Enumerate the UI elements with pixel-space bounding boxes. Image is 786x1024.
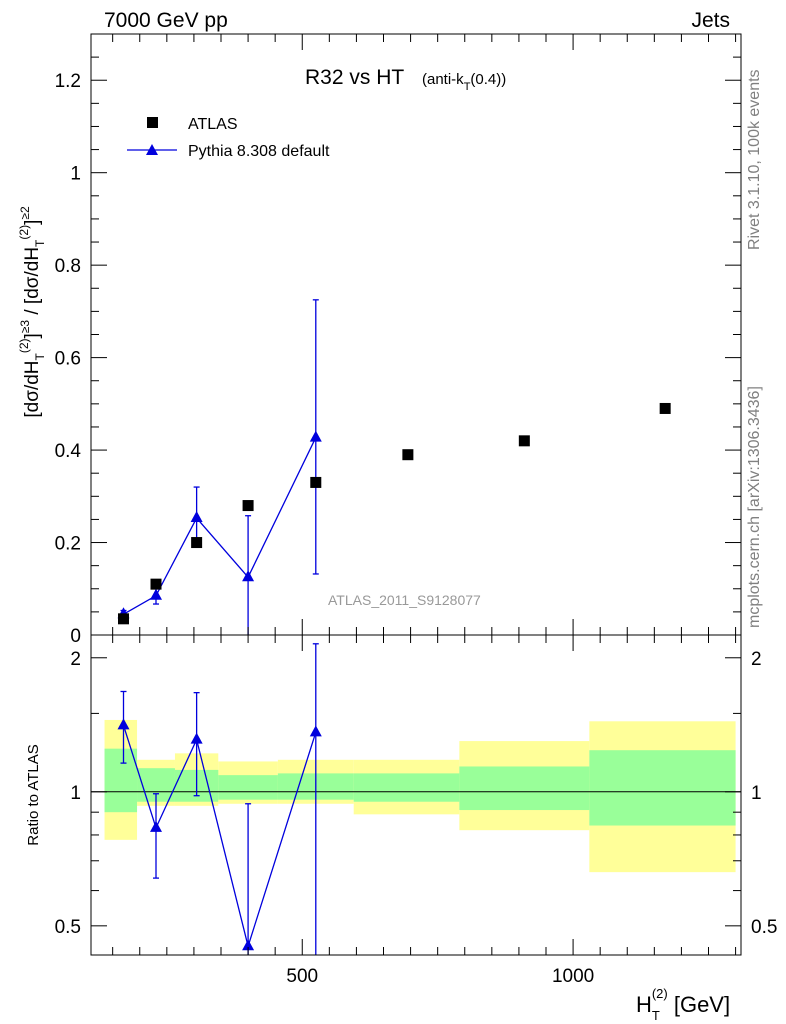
y-tick-label: 0 (70, 626, 81, 647)
pythia-point (190, 511, 203, 523)
y-tick-label: 0.8 (55, 256, 81, 277)
title-suffix-sub: T (464, 81, 471, 93)
svg-text:[dσ/dHT(2)]≥3 / [dσ/dHT(2)]≥2: [dσ/dHT(2)]≥3 / [dσ/dHT(2)]≥2 (17, 206, 47, 418)
uncertainty-band-green (459, 766, 590, 811)
chart-title: R32 vs HT (305, 66, 404, 89)
svg-text:Ratio to ATLAS: Ratio to ATLAS (25, 744, 42, 845)
pythia-point (150, 588, 162, 600)
pythia-point (242, 939, 255, 951)
y-tick-label: 1.2 (55, 71, 81, 92)
process-label: Jets (691, 9, 730, 32)
uncertainty-band-green (353, 773, 460, 802)
pythia-point (309, 430, 322, 442)
atlas-point (659, 402, 671, 414)
title-suffix-end: (0.4)) (470, 71, 506, 88)
atlas-point (150, 578, 162, 590)
energy-label: 7000 GeV pp (104, 9, 228, 32)
atlas-point (118, 613, 129, 625)
uncertainty-band-green (589, 750, 736, 826)
ratio-y-tick-label: 1 (70, 783, 81, 804)
pythia-point (150, 820, 162, 832)
legend-pythia-marker (146, 144, 158, 155)
uncertainty-band-green (218, 775, 278, 800)
y-tick-label: 0.6 (55, 349, 81, 370)
y-tick-label: 0.4 (55, 441, 82, 462)
y-tick-label: 1 (70, 164, 81, 185)
x-tick-label: 1000 (552, 966, 594, 987)
pythia-point (117, 718, 130, 730)
title-suffix-start: (anti-k (422, 71, 464, 88)
x-axis-label: HT(2) [GeV] (636, 986, 730, 1023)
pythia-point (190, 732, 203, 744)
ratio-plot: 0.5 0.5 1 1 2 2 500 1000 Ratio to ATLAS HT(2) … (25, 634, 777, 1023)
pythia-point (242, 570, 255, 582)
uncertainty-band-green (104, 748, 138, 813)
ratio-plot-frame (90, 634, 742, 956)
legend-atlas-label: ATLAS (188, 116, 238, 133)
atlas-point (242, 500, 254, 512)
legend-atlas-marker (147, 117, 158, 128)
legend: ATLAS Pythia 8.308 default (127, 116, 330, 160)
atlas-point (518, 435, 530, 447)
chart-title-suffix: (anti-kT(0.4)) (422, 71, 506, 93)
legend-pythia-label: Pythia 8.308 default (188, 143, 330, 160)
x-tick-label: 500 (286, 966, 318, 987)
ratio-y-tick-label: 0.5 (751, 917, 777, 938)
y-tick-label: 0.2 (55, 534, 81, 555)
main-plot: 0 0.2 0.4 0.6 0.8 1 1.2 R32 vs HT (anti-kT(0.4… (17, 33, 742, 647)
pythia-series-line (122, 725, 317, 949)
ratio-y-tick-label: 0.5 (55, 917, 81, 938)
ratio-y-tick-label: 1 (751, 783, 762, 804)
ratio-y-tick-label: 2 (751, 649, 762, 670)
atlas-point (402, 449, 414, 461)
pythia-point (309, 725, 322, 737)
ratio-y-tick-label: 2 (70, 649, 81, 670)
analysis-watermark: ATLAS_2011_S9128077 (328, 592, 481, 608)
atlas-point (310, 476, 322, 488)
atlas-point (191, 537, 203, 549)
upper-ylabel: [dσ/dHT(2)]≥3 / [dσ/dHT(2)]≥2 (17, 206, 47, 418)
ratio-ylabel: Ratio to ATLAS (25, 744, 42, 845)
